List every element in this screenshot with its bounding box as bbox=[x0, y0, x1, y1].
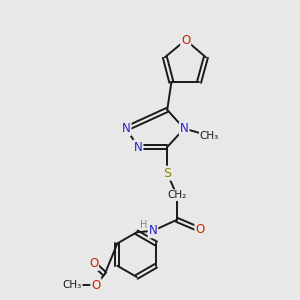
Text: H: H bbox=[140, 220, 148, 230]
Text: N: N bbox=[122, 122, 130, 135]
Text: N: N bbox=[148, 224, 157, 237]
Text: CH₃: CH₃ bbox=[200, 131, 219, 141]
Text: N: N bbox=[180, 122, 189, 135]
Text: S: S bbox=[163, 167, 171, 180]
Text: CH₃: CH₃ bbox=[62, 280, 82, 290]
Text: O: O bbox=[195, 223, 205, 236]
Text: N: N bbox=[134, 140, 142, 154]
Text: CH₂: CH₂ bbox=[167, 190, 186, 200]
Text: O: O bbox=[91, 279, 101, 292]
Text: O: O bbox=[181, 34, 190, 46]
Text: O: O bbox=[89, 257, 98, 270]
